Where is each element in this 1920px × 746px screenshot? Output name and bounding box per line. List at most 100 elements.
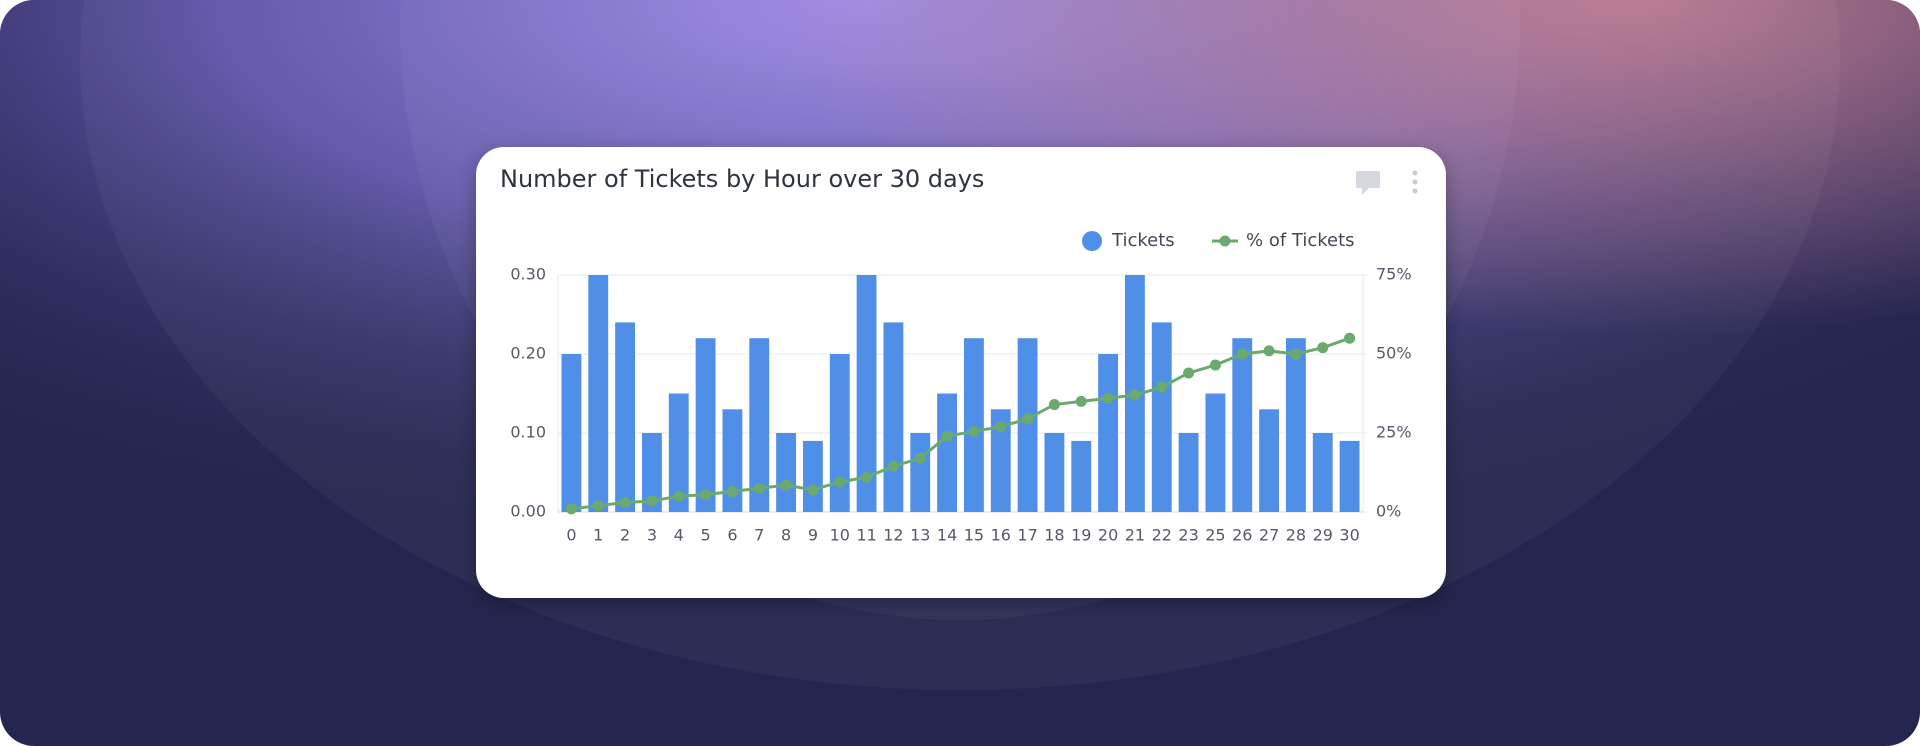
line-point (726, 485, 738, 497)
bar (802, 440, 823, 512)
x-tick-label: 12 (883, 526, 903, 545)
x-tick-label: 26 (1232, 526, 1252, 545)
x-tick-label: 2 (620, 526, 630, 545)
x-tick-label: 29 (1313, 526, 1333, 545)
comment-icon[interactable] (1356, 171, 1380, 195)
y2-tick-label: 50% (1376, 344, 1412, 363)
x-tick-label: 21 (1125, 526, 1145, 545)
bar (1339, 440, 1360, 512)
x-tick-label: 17 (1017, 526, 1037, 545)
x-tick-label: 0 (566, 526, 576, 545)
menu-dot (1412, 170, 1418, 176)
bar (588, 275, 609, 512)
line-point (861, 471, 873, 483)
line-point (1075, 395, 1087, 407)
bar (1312, 433, 1333, 512)
bar (695, 338, 716, 512)
y-tick-label: 0.10 (510, 423, 546, 442)
y2-tick-label: 0% (1376, 502, 1401, 521)
line-point (995, 421, 1007, 433)
bar (1178, 433, 1199, 512)
x-tick-label: 5 (700, 526, 710, 545)
bar (963, 338, 984, 512)
line-point (700, 489, 712, 501)
bar (641, 433, 662, 512)
x-tick-label: 13 (910, 526, 930, 545)
line-point (941, 430, 953, 442)
bar (910, 433, 931, 512)
line-point (1156, 381, 1168, 393)
line-point (1263, 345, 1275, 357)
line-point (834, 476, 846, 488)
x-tick-label: 15 (964, 526, 984, 545)
x-tick-label: 4 (674, 526, 684, 545)
x-tick-label: 20 (1098, 526, 1118, 545)
legend-swatch (1219, 235, 1231, 247)
menu-icon[interactable] (1412, 170, 1418, 194)
card (476, 147, 1446, 598)
x-tick-label: 22 (1152, 526, 1172, 545)
x-tick-label: 14 (937, 526, 957, 545)
comment-icon-tail (1362, 188, 1369, 195)
line-point (1290, 348, 1302, 360)
x-tick-label: 27 (1259, 526, 1279, 545)
line-point (1129, 389, 1141, 401)
line-point (1317, 342, 1329, 354)
x-tick-label: 1 (593, 526, 603, 545)
x-tick-label: 18 (1044, 526, 1064, 545)
y2-tick-label: 75% (1376, 265, 1412, 284)
menu-dot (1412, 188, 1418, 194)
bar (1071, 440, 1092, 512)
x-tick-label: 28 (1286, 526, 1306, 545)
x-tick-label: 25 (1205, 526, 1225, 545)
line-point (1183, 367, 1195, 379)
legend-label: % of Tickets (1246, 230, 1355, 251)
x-tick-label: 19 (1071, 526, 1091, 545)
menu-dot (1412, 179, 1418, 185)
line-point (1236, 348, 1248, 360)
bar (776, 433, 797, 512)
comment-icon-body (1356, 171, 1380, 188)
bar (1205, 393, 1226, 512)
x-tick-label: 9 (808, 526, 818, 545)
bar (668, 393, 689, 512)
line-point (753, 482, 765, 494)
line-point (887, 460, 899, 472)
y-tick-label: 0.20 (510, 344, 546, 363)
bar (615, 322, 636, 512)
line-point (1209, 359, 1221, 371)
bar (990, 409, 1011, 512)
line-point (619, 497, 631, 509)
bar (1259, 409, 1280, 512)
x-tick-label: 7 (754, 526, 764, 545)
line-point (565, 503, 577, 515)
line-point (914, 452, 926, 464)
legend-swatch (1082, 231, 1102, 251)
bar (883, 322, 904, 512)
x-tick-label: 30 (1339, 526, 1359, 545)
x-tick-label: 6 (727, 526, 737, 545)
line-point (780, 479, 792, 491)
bar (856, 275, 877, 512)
bar (937, 393, 958, 512)
line-point (1022, 413, 1034, 425)
line-point (1344, 332, 1356, 344)
x-tick-label: 16 (991, 526, 1011, 545)
line-point (646, 495, 658, 507)
legend-label: Tickets (1111, 230, 1175, 251)
bar (1151, 322, 1172, 512)
bar (561, 354, 582, 512)
line-point (968, 425, 980, 437)
y-tick-label: 0.30 (510, 265, 546, 284)
bar (829, 354, 850, 512)
line-point (592, 500, 604, 512)
line-point (1048, 399, 1060, 411)
x-tick-label: 10 (830, 526, 850, 545)
x-tick-label: 11 (856, 526, 876, 545)
y-tick-label: 0.00 (510, 502, 546, 521)
line-point (673, 490, 685, 502)
x-tick-label: 8 (781, 526, 791, 545)
bar (1098, 354, 1119, 512)
